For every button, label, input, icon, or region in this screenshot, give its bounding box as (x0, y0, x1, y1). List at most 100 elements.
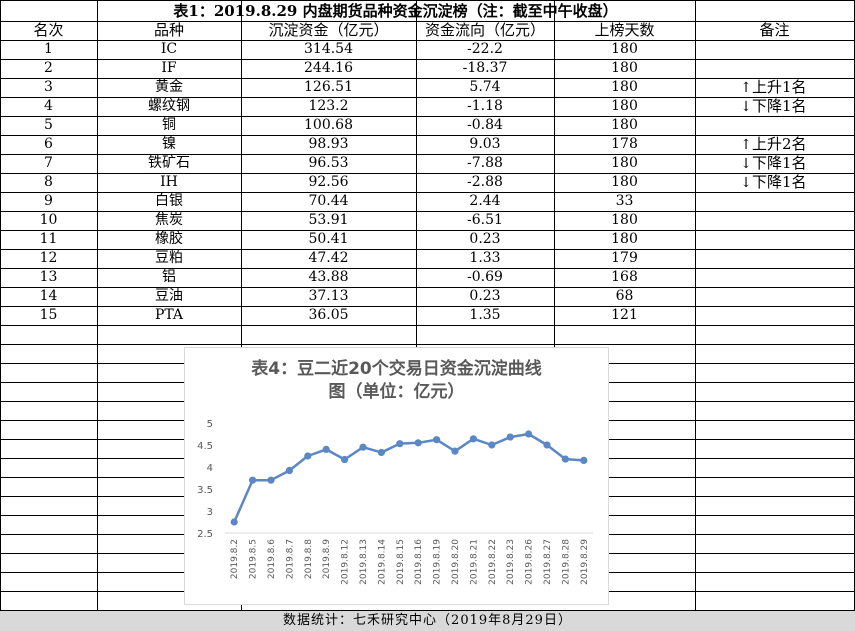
x-tick-label: 2019.8.16 (414, 539, 424, 585)
grid-hline (0, 287, 855, 288)
data-point (304, 452, 312, 460)
cell-name: 黄金 (155, 79, 183, 95)
arrow-down-icon: ↓ (740, 156, 752, 172)
cell-rank: 9 (44, 193, 53, 209)
cell-name: PTA (154, 307, 184, 323)
table-title: 表1：2019.8.29 内盘期货品种资金沉淀榜（注：截至中午收盘） (173, 2, 618, 20)
cell-flow: -1.18 (467, 98, 503, 114)
cell-flow: 9.03 (469, 136, 501, 152)
cell-days: 180 (611, 174, 638, 190)
cell-flow: -7.88 (467, 155, 503, 171)
cell-remark: ↓下降1名 (740, 173, 853, 192)
grid-hline (0, 59, 855, 60)
cell-days: 180 (611, 117, 638, 133)
y-tick-label: 5 (207, 419, 213, 430)
x-tick-label: 2019.8.20 (451, 539, 461, 585)
cell-days: 168 (611, 269, 638, 285)
cell-fund: 50.41 (308, 231, 349, 247)
grid-hline (0, 116, 855, 117)
grid-hline (0, 325, 855, 326)
x-tick-label: 2019.8.7 (285, 539, 295, 579)
cell-days: 178 (611, 136, 638, 152)
grid-hline (0, 211, 855, 212)
x-tick-label: 2019.8.2 (230, 539, 240, 579)
cell-fund: 92.56 (308, 174, 349, 190)
cell-remark (740, 249, 853, 268)
cell-fund: 98.93 (308, 136, 349, 152)
chart-container[interactable]: 表4：豆二近20个交易日资金沉淀曲线 图（单位：亿元） 2.5 3 3.5 4 4.5 5… (184, 347, 609, 605)
cell-rank: 4 (44, 98, 53, 114)
remark-text: 下降1名 (752, 97, 807, 115)
y-tick-label: 2.5 (197, 529, 213, 540)
cell-flow: -6.51 (467, 212, 503, 228)
cell-flow: 5.74 (469, 79, 501, 95)
cell-rank: 12 (39, 250, 58, 266)
cell-days: 179 (611, 250, 638, 266)
cell-remark (740, 40, 853, 59)
cell-name: IF (161, 60, 177, 76)
cell-remark: ↑上升1名 (740, 78, 853, 97)
grid-vline (695, 0, 696, 610)
cell-days: 121 (611, 307, 638, 323)
x-tick-label: 2019.8.19 (433, 539, 443, 585)
cell-remark (740, 268, 853, 287)
x-tick-label: 2019.8.26 (525, 539, 535, 585)
series-line (233, 432, 584, 523)
cell-fund: 100.68 (304, 117, 353, 133)
data-point (506, 433, 514, 441)
grid-hline (0, 40, 855, 41)
grid-vline (0, 0, 1, 610)
cell-rank: 5 (44, 117, 53, 133)
cell-name: 豆粕 (155, 250, 183, 266)
grid-hline (0, 0, 855, 1)
cell-remark (740, 116, 853, 135)
remark-text: 上升2名 (752, 135, 807, 153)
data-point (359, 443, 367, 451)
cell-fund: 37.13 (308, 288, 349, 304)
x-tick-label: 2019.8.8 (304, 539, 314, 579)
cell-fund: 36.05 (308, 307, 349, 323)
cell-days: 180 (611, 231, 638, 247)
cell-fund: 244.16 (304, 60, 353, 76)
data-point (377, 448, 385, 457)
cell-name: 豆油 (155, 288, 183, 304)
y-tick-label: 4 (207, 463, 213, 474)
cell-remark (740, 230, 853, 249)
chart-title-line-1: 表4：豆二近20个交易日资金沉淀曲线 (251, 359, 542, 379)
cell-days: 33 (615, 193, 634, 209)
x-tick-label: 2019.8.5 (249, 539, 259, 579)
grid-hline (0, 97, 855, 98)
cell-fund: 123.2 (308, 98, 349, 114)
cell-rank: 10 (39, 212, 58, 228)
header-remark: 备注 (759, 21, 790, 39)
data-point (580, 456, 588, 464)
cell-flow: 0.23 (469, 231, 501, 247)
data-point (267, 476, 275, 484)
chart-title: 表4：豆二近20个交易日资金沉淀曲线 图（单位：亿元） (185, 358, 608, 404)
header-rank: 名次 (33, 21, 64, 39)
cell-remark (740, 211, 853, 230)
cell-days: 68 (615, 288, 634, 304)
cell-fund: 96.53 (308, 155, 349, 171)
cell-flow: 2.44 (469, 193, 501, 209)
cell-days: 180 (611, 79, 638, 95)
x-tick-label: 2019.8.28 (561, 539, 571, 585)
cell-fund: 47.42 (308, 250, 349, 266)
x-tick-label: 2019.8.29 (580, 539, 590, 585)
grid-hline (0, 173, 855, 174)
cell-rank: 8 (44, 174, 53, 190)
data-point (230, 518, 238, 526)
cell-remark: ↓下降1名 (740, 97, 853, 116)
remark-text: 下降1名 (752, 154, 807, 172)
grid-vline (97, 0, 98, 610)
y-tick-label: 3 (207, 507, 213, 518)
data-point (249, 476, 257, 484)
arrow-up-icon: ↑ (740, 137, 752, 153)
cell-remark: ↑上升2名 (740, 135, 853, 154)
cell-days: 180 (611, 60, 638, 76)
grid-vline (241, 0, 242, 610)
cell-rank: 2 (44, 60, 53, 76)
cell-remark (740, 192, 853, 211)
grid-hline (0, 268, 855, 269)
data-point (322, 445, 330, 453)
